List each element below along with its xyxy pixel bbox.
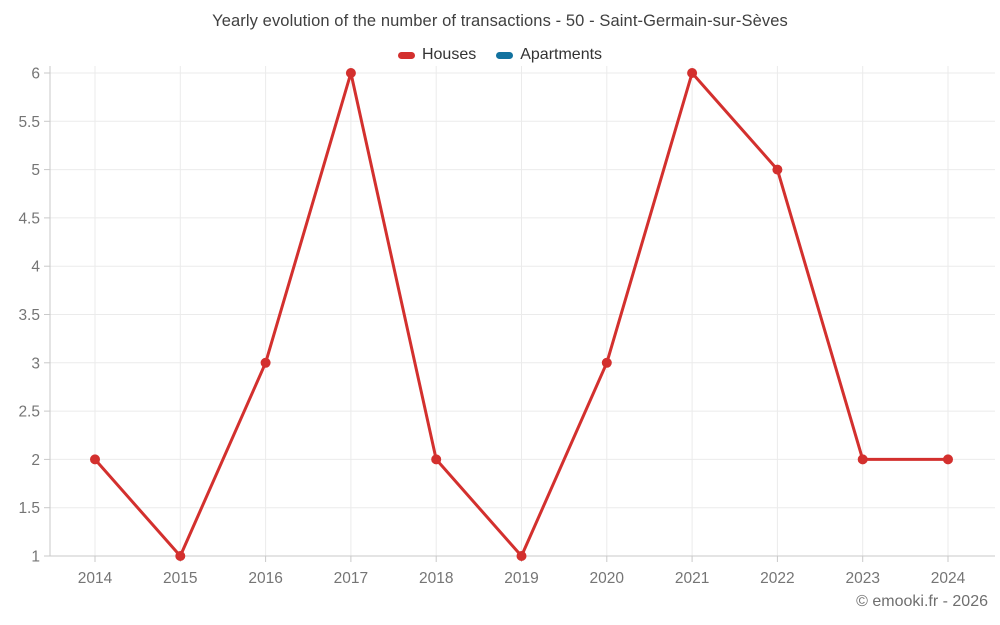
data-point-houses-2014[interactable] <box>90 454 100 465</box>
y-axis-label: 1.5 <box>18 500 40 517</box>
x-axis-label: 2024 <box>931 570 966 587</box>
data-point-houses-2020[interactable] <box>601 357 612 368</box>
footer-credit: © emooki.fr - 2026 <box>856 593 988 610</box>
y-axis-label: 6 <box>31 66 40 83</box>
x-axis-label: 2023 <box>845 570 879 587</box>
y-axis-label: 3.5 <box>18 307 40 324</box>
legend-label-houses: Houses <box>421 46 477 63</box>
y-axis-label: 2 <box>31 452 40 469</box>
data-point-houses-2019[interactable] <box>516 551 527 561</box>
y-axis-label: 4 <box>31 259 40 276</box>
x-axis-label: 2021 <box>675 570 709 587</box>
data-point-houses-2021[interactable] <box>687 68 698 78</box>
data-point-houses-2016[interactable] <box>260 357 271 368</box>
x-axis-label: 2016 <box>248 570 282 587</box>
y-axis-label: 5 <box>31 162 40 179</box>
x-axis-label: 2020 <box>590 570 625 587</box>
axis-labels: 1 1.5 2 2.5 3 3.5 4 4.5 5 5.5 6 2014 2015 2016 2017 201… <box>18 66 965 588</box>
y-axis-label: 4.5 <box>18 210 40 227</box>
x-axis-label: 2014 <box>78 570 113 587</box>
legend-label-apartments: Apartments <box>520 46 603 63</box>
data-point-houses-2022[interactable] <box>772 164 783 175</box>
data-point-houses-2024[interactable] <box>943 454 953 465</box>
y-axis-label: 2.5 <box>18 404 40 421</box>
chart-title: Yearly evolution of the number of transa… <box>212 12 788 30</box>
y-axis-label: 1 <box>31 549 40 566</box>
data-point-houses-2023[interactable] <box>857 454 868 465</box>
x-axis-label: 2017 <box>334 570 368 587</box>
x-axis-label: 2015 <box>163 570 197 587</box>
data-point-houses-2018[interactable] <box>431 454 442 465</box>
data-point-houses-2017[interactable] <box>345 68 356 78</box>
y-axis-label: 5.5 <box>18 114 40 131</box>
x-axis-label: 2018 <box>419 570 453 587</box>
apartments-series-swatch-icon <box>496 51 514 59</box>
x-axis-label: 2019 <box>504 570 538 587</box>
y-axis-label: 3 <box>31 355 40 372</box>
x-axis-label: 2022 <box>760 570 794 587</box>
series-houses <box>90 68 953 561</box>
data-point-houses-2015[interactable] <box>175 551 186 561</box>
gridlines <box>50 66 995 557</box>
legend-item-apartments[interactable]: Apartments <box>496 46 602 64</box>
houses-series-swatch-icon <box>397 51 415 59</box>
legend-item-houses[interactable]: Houses <box>397 46 477 64</box>
chart-legend: Houses Apartments <box>0 46 1000 64</box>
